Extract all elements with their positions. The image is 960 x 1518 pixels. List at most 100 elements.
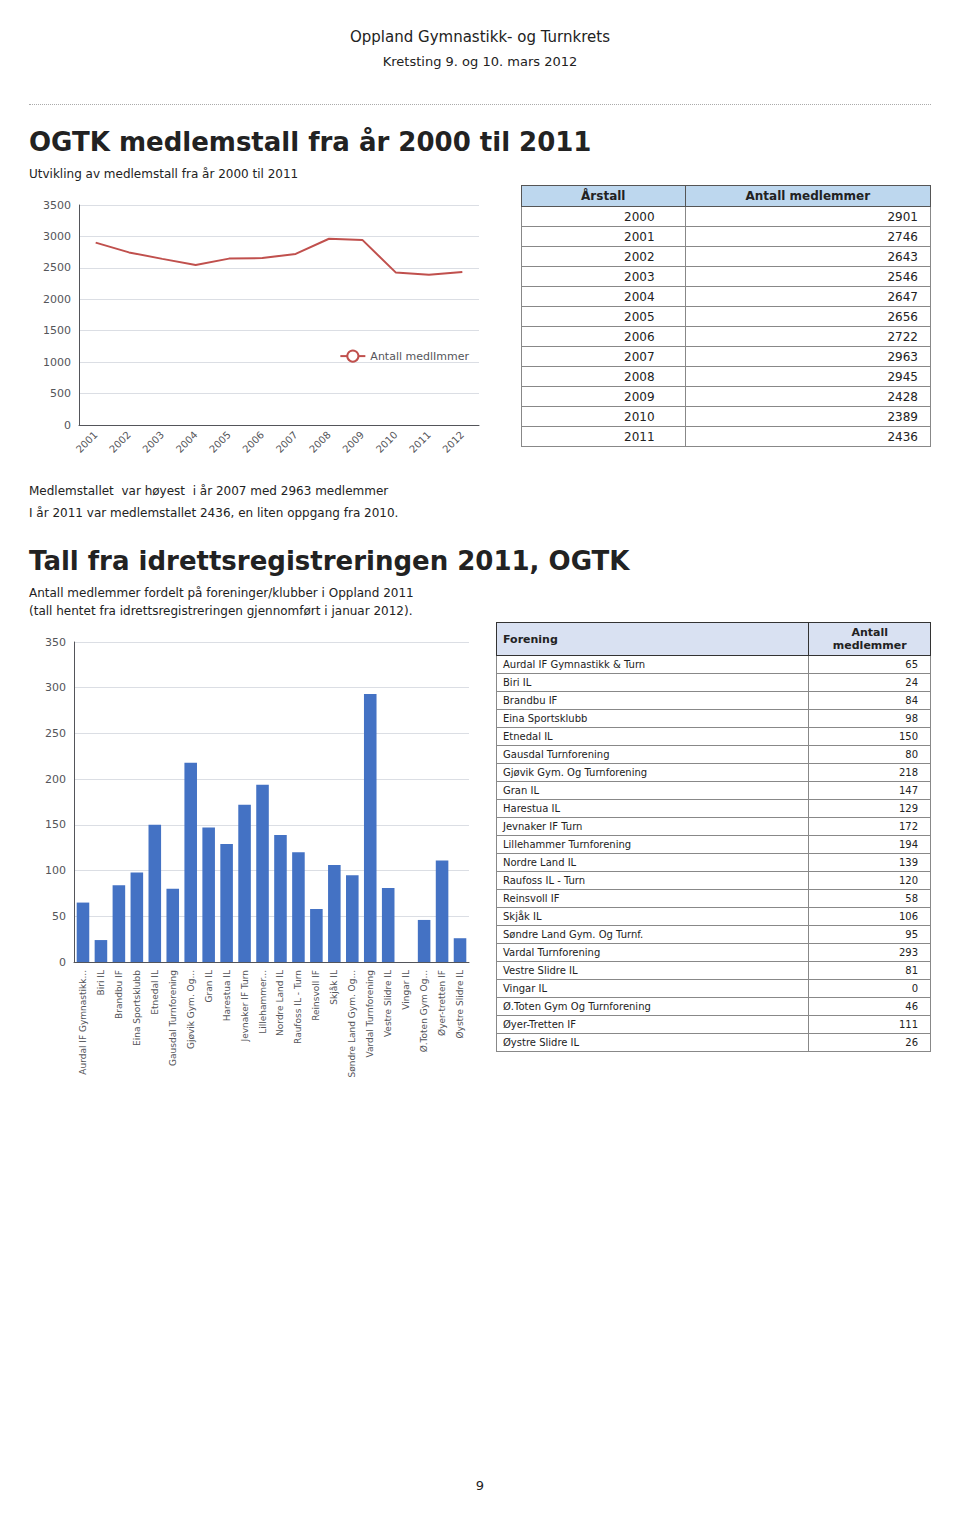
- svg-text:1000: 1000: [43, 356, 71, 369]
- svg-text:2006: 2006: [240, 429, 266, 455]
- html-text:Tall fra idrettsregistreringen: Tall fra idrettsregistreringen 2011, OGT…: [29, 546, 630, 577]
- svg-text:Etnedal IL: Etnedal IL: [150, 970, 160, 1015]
- html-text:2722: 2722: [887, 329, 918, 344]
- svg-text:0: 0: [64, 419, 71, 432]
- html-text:2005: 2005: [624, 309, 655, 324]
- svg-text:250: 250: [45, 727, 66, 740]
- svg-text:2500: 2500: [43, 261, 71, 274]
- html-text:Eina Sportsklubb: Eina Sportsklubb: [503, 713, 588, 725]
- html-text:2647: 2647: [887, 289, 918, 304]
- html-text:Gausdal Turnforening: Gausdal Turnforening: [503, 749, 610, 761]
- html-text:2010: 2010: [624, 409, 655, 424]
- html-text:2546: 2546: [887, 269, 918, 284]
- html-text:2643: 2643: [887, 249, 918, 264]
- html-text:Aurdal IF Gymnastikk & Turn: Aurdal IF Gymnastikk & Turn: [503, 659, 646, 671]
- svg-text:Raufoss IL - Turn: Raufoss IL - Turn: [293, 970, 303, 1044]
- html-text:2004: 2004: [624, 289, 655, 304]
- html-text:Kretsting 9. og 10. mars 2012: Kretsting 9. og 10. mars 2012: [382, 54, 578, 69]
- html-text:150: 150: [898, 731, 918, 743]
- html-text:Årstall: Årstall: [581, 189, 626, 203]
- svg-text:Vardal Turnforening: Vardal Turnforening: [365, 970, 375, 1058]
- svg-text:Vingar IL: Vingar IL: [401, 970, 411, 1010]
- svg-text:Antall medlImmer: Antall medlImmer: [370, 350, 469, 363]
- svg-text:Øyer-tretten IF: Øyer-tretten IF: [437, 970, 447, 1036]
- svg-text:Jevnaker IF Turn: Jevnaker IF Turn: [240, 970, 250, 1043]
- svg-text:Gjøvik Gym. Og...: Gjøvik Gym. Og...: [186, 970, 196, 1049]
- svg-text:2000: 2000: [43, 293, 71, 306]
- svg-text:500: 500: [50, 387, 71, 400]
- svg-text:2001: 2001: [74, 429, 100, 455]
- html-text:2901: 2901: [887, 209, 918, 224]
- svg-text:Biri IL: Biri IL: [96, 970, 106, 995]
- html-text:(tall hentet fra idrettsregist: (tall hentet fra idrettsregistreringen g…: [29, 604, 413, 619]
- html-text:Medlemstallet var høyest i år: Medlemstallet var høyest i år 2007 med 2…: [29, 484, 399, 520]
- html-text:2009: 2009: [624, 389, 655, 404]
- html-text:2656: 2656: [887, 309, 918, 324]
- svg-text:2005: 2005: [207, 429, 233, 455]
- html-text:Forening: Forening: [503, 632, 558, 646]
- svg-text:2004: 2004: [174, 429, 200, 455]
- svg-text:350: 350: [45, 636, 66, 649]
- html-text:Utvikling av medlemstall fra å: Utvikling av medlemstall fra år 2000 til…: [29, 167, 299, 181]
- html-text:2002: 2002: [624, 249, 655, 264]
- html-text:2008: 2008: [624, 369, 655, 384]
- svg-text:Aurdal IF Gymnastikk...: Aurdal IF Gymnastikk...: [78, 970, 88, 1075]
- html-text:2003: 2003: [624, 269, 655, 284]
- html-text:65: 65: [905, 659, 918, 671]
- svg-text:100: 100: [45, 864, 66, 877]
- svg-text:2009: 2009: [340, 429, 366, 455]
- svg-text:Eina Sportsklubb: Eina Sportsklubb: [132, 970, 142, 1046]
- svg-text:2011: 2011: [407, 429, 433, 455]
- svg-text:0: 0: [59, 956, 66, 969]
- svg-text:3500: 3500: [43, 199, 71, 212]
- svg-text:Brandbu IF: Brandbu IF: [114, 970, 124, 1019]
- svg-text:Gausdal Turnforening: Gausdal Turnforening: [168, 970, 178, 1066]
- html-text:98: 98: [905, 713, 918, 725]
- html-text:2436: 2436: [887, 429, 918, 444]
- svg-text:2008: 2008: [307, 429, 333, 455]
- html-text:80: 80: [905, 749, 918, 761]
- html-text:2000: 2000: [624, 209, 655, 224]
- svg-text:2010: 2010: [374, 429, 400, 455]
- html-text:Etnedal IL: Etnedal IL: [503, 731, 553, 743]
- svg-text:Skjåk IL: Skjåk IL: [329, 970, 339, 1005]
- svg-text:2003: 2003: [140, 429, 166, 455]
- html-text:84: 84: [905, 695, 918, 707]
- html-text:2007: 2007: [624, 349, 655, 364]
- svg-text:Nordre Land IL: Nordre Land IL: [275, 970, 285, 1036]
- html-text:2389: 2389: [887, 409, 918, 424]
- html-text:2963: 2963: [887, 349, 918, 364]
- svg-text:Lillehammer...: Lillehammer...: [258, 970, 268, 1034]
- svg-text:2012: 2012: [440, 429, 466, 455]
- html-text:Antall medlemmer fordelt på fo: Antall medlemmer fordelt på foreninger/k…: [29, 586, 414, 601]
- svg-text:Vestre Slidre IL: Vestre Slidre IL: [383, 970, 393, 1037]
- html-text:Oppland Gymnastikk- og Turnkre: Oppland Gymnastikk- og Turnkrets: [350, 28, 610, 46]
- svg-text:Ø.Toten Gym Og...: Ø.Toten Gym Og...: [419, 970, 429, 1052]
- html-text:24: 24: [905, 677, 918, 689]
- svg-text:Reinsvoll IF: Reinsvoll IF: [311, 970, 321, 1021]
- svg-text:Øystre Slidre IL: Øystre Slidre IL: [455, 970, 465, 1039]
- html-text:2945: 2945: [887, 369, 918, 384]
- html-text:2428: 2428: [887, 389, 918, 404]
- svg-text:Harestua IL: Harestua IL: [222, 970, 232, 1021]
- svg-text:2007: 2007: [274, 429, 300, 455]
- svg-text:Søndre Land Gym. Og...: Søndre Land Gym. Og...: [347, 970, 357, 1078]
- html-text:Gjøvik Gym. Og Turnforening: Gjøvik Gym. Og Turnforening: [503, 767, 648, 779]
- svg-text:2002: 2002: [107, 429, 133, 455]
- html-text:Antall medlemmer: Antall medlemmer: [745, 189, 871, 203]
- html-text:Biri IL: Biri IL: [503, 677, 532, 689]
- svg-text:300: 300: [45, 681, 66, 694]
- html-text:OGTK medlemstall fra år 2000 t: OGTK medlemstall fra år 2000 til 2011: [29, 127, 592, 157]
- html-text:Brandbu IF: Brandbu IF: [503, 695, 558, 707]
- html-text:2006: 2006: [624, 329, 655, 344]
- svg-text:Gran IL: Gran IL: [204, 970, 214, 1002]
- html-text:Antall medlemmer: Antall medlemmer: [832, 626, 907, 653]
- svg-text:200: 200: [45, 773, 66, 786]
- html-text:2746: 2746: [887, 229, 918, 244]
- svg-text:50: 50: [52, 910, 66, 923]
- html-text:2011: 2011: [624, 429, 655, 444]
- svg-text:3000: 3000: [43, 230, 71, 243]
- html-text:2001: 2001: [624, 229, 655, 244]
- svg-text:1500: 1500: [43, 324, 71, 337]
- svg-text:150: 150: [45, 819, 66, 832]
